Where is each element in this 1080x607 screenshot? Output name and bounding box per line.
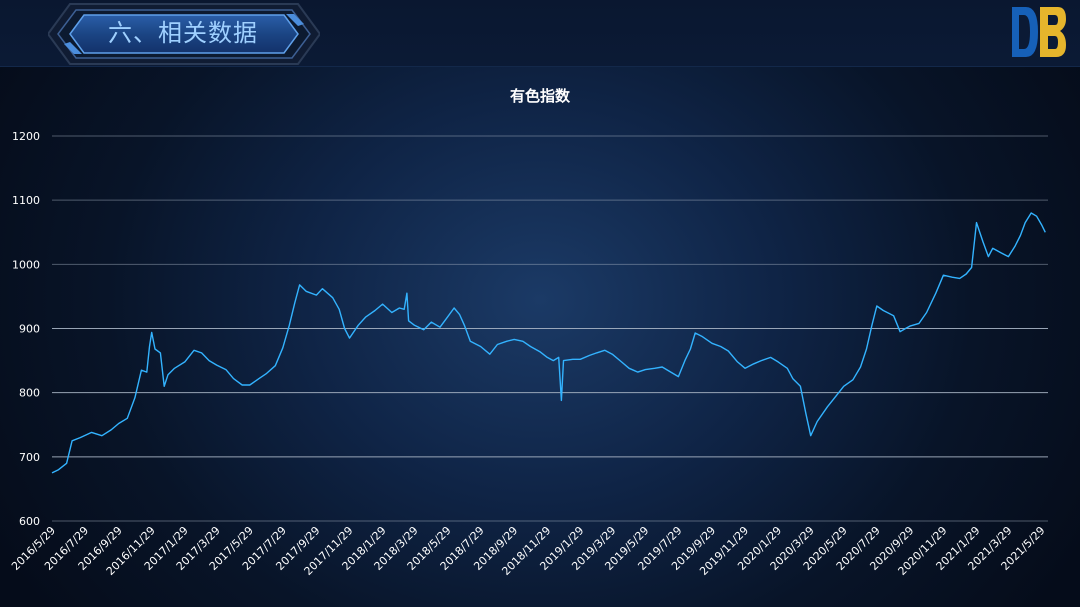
y-tick-label: 1000 (12, 258, 40, 271)
chart-title: 有色指数 (509, 87, 570, 105)
y-tick-label: 900 (19, 323, 40, 336)
page-title: 六、相关数据 (108, 19, 258, 47)
top-header-bar: 六、相关数据 (0, 0, 1080, 67)
brand-logo (1012, 7, 1066, 57)
y-tick-label: 1100 (12, 194, 40, 207)
series-line-0 (51, 212, 1046, 474)
y-tick-label: 600 (19, 515, 40, 528)
y-tick-label: 700 (19, 451, 40, 464)
title-badge-frame (48, 3, 320, 65)
y-tick-label: 1200 (12, 130, 40, 143)
y-tick-label: 800 (19, 387, 40, 400)
